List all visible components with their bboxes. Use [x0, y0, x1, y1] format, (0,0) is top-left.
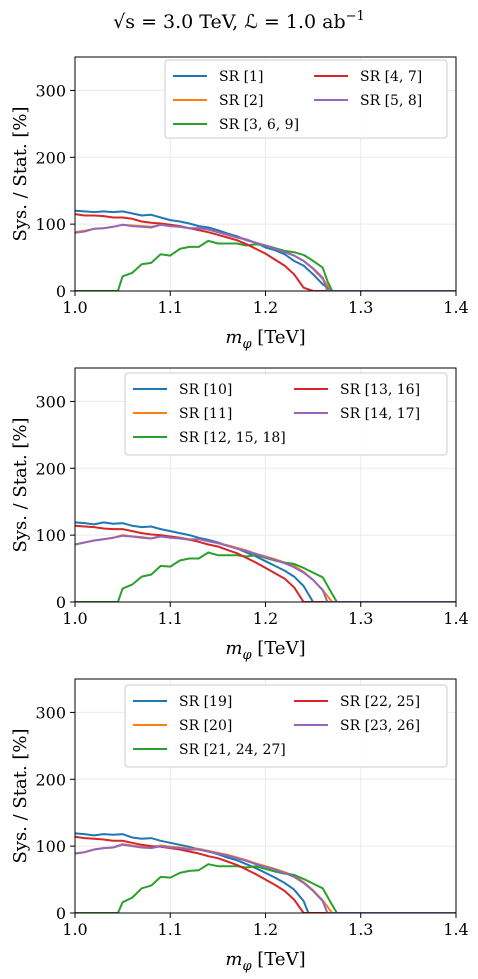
x-tick-label: 1.3	[348, 609, 373, 628]
series-line-4	[75, 213, 456, 291]
series-line-4	[75, 524, 456, 602]
x-tick-label: 1.3	[348, 920, 373, 939]
legend-label-5: SR [5, 8]	[360, 93, 422, 109]
y-axis-label: Sys. / Stat. [%]	[10, 106, 31, 241]
y-tick-label: 100	[35, 837, 66, 856]
x-axis-label: mφ [TeV]	[225, 327, 305, 352]
series-line-1	[75, 521, 456, 602]
y-tick-label: 0	[56, 593, 66, 612]
legend-label-3: SR [21, 24, 27]	[179, 742, 286, 758]
legend-label-3: SR [12, 15, 18]	[179, 430, 286, 446]
x-axis-label: mφ [TeV]	[225, 638, 305, 663]
title-main: s = 3.0 TeV, ℒ = 1.0 ab	[125, 11, 345, 33]
figure-title: √s = 3.0 TeV, ℒ = 1.0 ab−1	[113, 9, 365, 33]
x-tick-label: 1.3	[348, 298, 373, 317]
legend-label-1: SR [10]	[179, 382, 232, 398]
y-tick-label: 0	[56, 904, 66, 923]
y-tick-label: 300	[35, 81, 66, 100]
y-tick-label: 100	[35, 526, 66, 545]
x-tick-label: 1.4	[443, 920, 468, 939]
x-tick-label: 1.0	[62, 609, 87, 628]
series-line-3	[75, 551, 456, 602]
legend-label-2: SR [2]	[219, 93, 263, 109]
y-tick-label: 300	[35, 703, 66, 722]
legend-label-5: SR [23, 26]	[340, 718, 420, 734]
chart-panel-1: 1.0 1.1 1.2 1.3 1.4 0 100 200 300 mφ [TeV] Sys. / …	[10, 56, 469, 352]
legend-label-2: SR [11]	[179, 406, 232, 422]
legend-label-4: SR [13, 16]	[340, 382, 420, 398]
x-tick-label: 1.0	[62, 920, 87, 939]
x-tick-label: 1.1	[158, 920, 183, 939]
legend-label-3: SR [3, 6, 9]	[219, 117, 299, 133]
series-line-1	[75, 209, 456, 291]
y-tick-label: 200	[35, 459, 66, 478]
y-tick-label: 200	[35, 770, 66, 789]
series-group	[75, 832, 456, 913]
legend-label-4: SR [4, 7]	[360, 69, 422, 85]
x-tick-label: 1.2	[253, 609, 278, 628]
legend-box	[124, 372, 448, 456]
y-axis-label: Sys. / Stat. [%]	[10, 417, 31, 552]
y-tick-label: 200	[35, 148, 66, 167]
y-tick-label: 0	[56, 282, 66, 301]
legend-label-4: SR [22, 25]	[340, 694, 420, 710]
chart-panel-2: 1.0 1.1 1.2 1.3 1.4 0 100 200 300 mφ [TeV] Sys. / …	[10, 367, 469, 663]
x-axis-label: mφ [TeV]	[225, 949, 305, 974]
series-line-5	[75, 534, 456, 602]
x-tick-label: 1.4	[443, 298, 468, 317]
legend-box	[164, 59, 448, 139]
series-line-5	[75, 843, 456, 913]
y-axis-label: Sys. / Stat. [%]	[10, 728, 31, 863]
x-tick-label: 1.0	[62, 298, 87, 317]
series-line-4	[75, 835, 456, 913]
series-line-3	[75, 863, 456, 913]
x-tick-label: 1.4	[443, 609, 468, 628]
series-line-5	[75, 223, 456, 291]
chart-panel-3: 1.0 1.1 1.2 1.3 1.4 0 100 200 300 mφ [TeV] Sys. / …	[10, 678, 469, 974]
title-sqrt-symbol: √	[113, 11, 126, 33]
y-tick-label: 100	[35, 215, 66, 234]
legend-label-1: SR [19]	[179, 694, 232, 710]
x-tick-label: 1.2	[253, 298, 278, 317]
x-tick-label: 1.2	[253, 920, 278, 939]
legend-label-5: SR [14, 17]	[340, 406, 420, 422]
x-tick-label: 1.1	[158, 609, 183, 628]
x-tick-label: 1.1	[158, 298, 183, 317]
title-superscript: −1	[346, 9, 365, 24]
series-group	[75, 521, 456, 602]
legend-box	[124, 684, 448, 768]
legend-label-1: SR [1]	[219, 69, 263, 85]
y-tick-label: 300	[35, 392, 66, 411]
series-line-3	[75, 239, 456, 291]
series-group	[75, 209, 456, 291]
legend-label-2: SR [20]	[179, 718, 232, 734]
